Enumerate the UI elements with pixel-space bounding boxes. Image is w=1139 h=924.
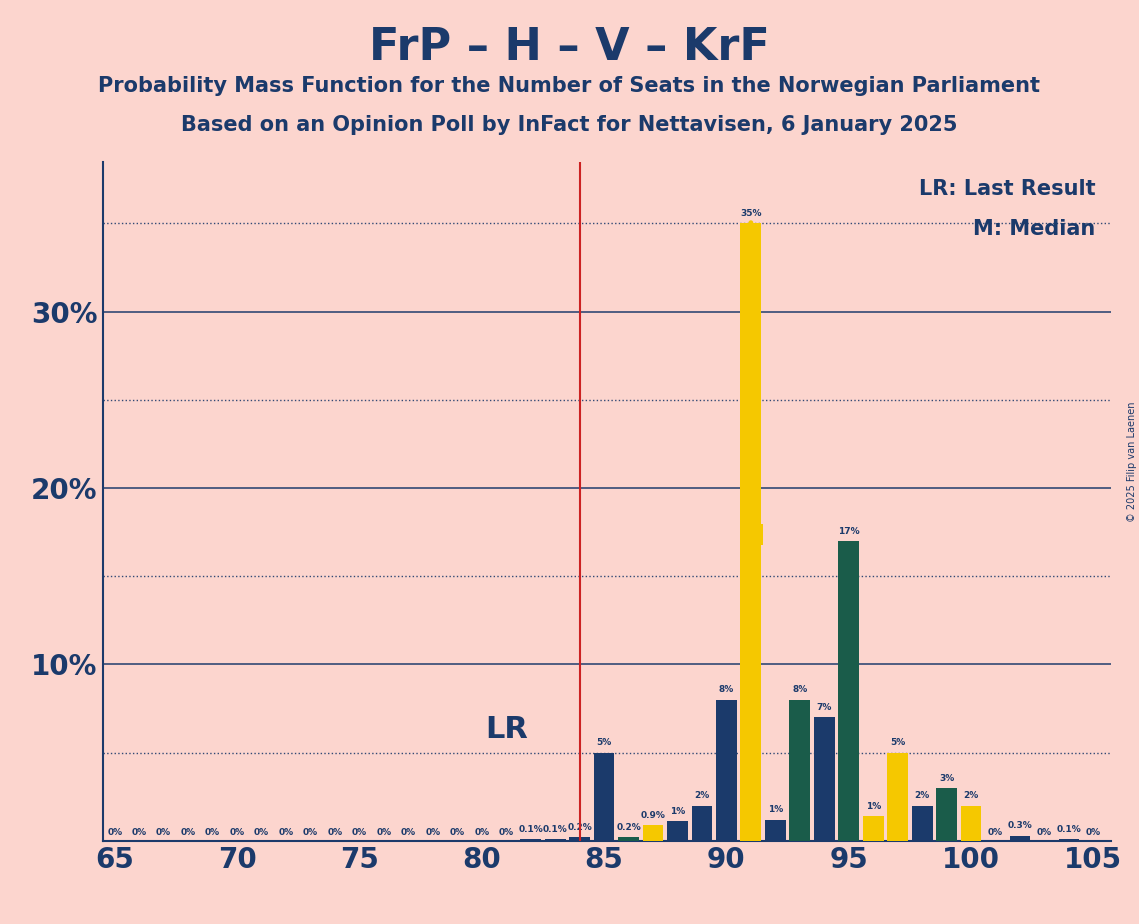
Text: 0%: 0%	[450, 828, 465, 837]
Text: 5%: 5%	[597, 738, 612, 748]
Text: 0%: 0%	[156, 828, 171, 837]
Text: © 2025 Filip van Laenen: © 2025 Filip van Laenen	[1126, 402, 1137, 522]
Text: 0%: 0%	[352, 828, 367, 837]
Bar	[814, 717, 835, 841]
Text: 0.9%: 0.9%	[640, 810, 665, 820]
Text: M: Median: M: Median	[973, 219, 1096, 239]
Bar	[667, 821, 688, 841]
Bar	[618, 837, 639, 841]
Text: 0%: 0%	[254, 828, 269, 837]
Text: 0%: 0%	[107, 828, 122, 837]
Text: 0%: 0%	[474, 828, 490, 837]
Bar	[740, 224, 761, 841]
Text: 0%: 0%	[401, 828, 416, 837]
Text: 0%: 0%	[1036, 828, 1052, 837]
Text: 0%: 0%	[425, 828, 441, 837]
Text: Probability Mass Function for the Number of Seats in the Norwegian Parliament: Probability Mass Function for the Number…	[98, 76, 1041, 96]
Bar	[642, 825, 663, 841]
Bar	[544, 839, 566, 841]
Text: 1%: 1%	[768, 806, 782, 814]
Text: M: M	[737, 523, 764, 552]
Text: 0%: 0%	[1085, 828, 1101, 837]
Bar	[936, 788, 957, 841]
Text: 0%: 0%	[230, 828, 245, 837]
Bar	[863, 816, 884, 841]
Text: 0.2%: 0.2%	[567, 823, 592, 832]
Text: 0%: 0%	[376, 828, 392, 837]
Text: 2%: 2%	[964, 791, 978, 800]
Text: 0.1%: 0.1%	[1057, 825, 1081, 833]
Text: 8%: 8%	[793, 686, 808, 695]
Text: 17%: 17%	[838, 527, 860, 536]
Text: Based on an Opinion Poll by InFact for Nettavisen, 6 January 2025: Based on an Opinion Poll by InFact for N…	[181, 115, 958, 135]
Bar	[789, 699, 810, 841]
Text: 0%: 0%	[132, 828, 147, 837]
Text: 5%: 5%	[890, 738, 906, 748]
Text: 0%: 0%	[499, 828, 514, 837]
Bar	[593, 753, 614, 841]
Bar	[1009, 835, 1031, 841]
Bar	[911, 806, 933, 841]
Bar	[570, 837, 590, 841]
Bar	[960, 806, 982, 841]
Text: 0.1%: 0.1%	[543, 825, 567, 833]
Text: 0%: 0%	[181, 828, 196, 837]
Bar	[691, 806, 712, 841]
Text: LR: LR	[485, 715, 527, 744]
Text: 0%: 0%	[303, 828, 318, 837]
Text: LR: Last Result: LR: Last Result	[919, 178, 1096, 199]
Bar	[765, 820, 786, 841]
Text: 35%: 35%	[740, 209, 762, 218]
Bar	[887, 753, 908, 841]
Text: 7%: 7%	[817, 703, 831, 712]
Text: FrP – H – V – KrF: FrP – H – V – KrF	[369, 26, 770, 69]
Text: 8%: 8%	[719, 686, 734, 695]
Text: 2%: 2%	[915, 791, 929, 800]
Bar	[838, 541, 859, 841]
Bar	[1058, 839, 1080, 841]
Text: 0.2%: 0.2%	[616, 823, 641, 832]
Text: 0.1%: 0.1%	[518, 825, 543, 833]
Text: 1%: 1%	[670, 808, 685, 816]
Text: 0%: 0%	[327, 828, 343, 837]
Text: 3%: 3%	[939, 773, 954, 783]
Bar	[716, 699, 737, 841]
Text: 0%: 0%	[278, 828, 294, 837]
Text: 0.3%: 0.3%	[1008, 821, 1032, 831]
Text: 1%: 1%	[866, 802, 880, 811]
Bar	[521, 839, 541, 841]
Text: 0%: 0%	[205, 828, 220, 837]
Text: 0%: 0%	[988, 828, 1003, 837]
Text: 2%: 2%	[695, 791, 710, 800]
